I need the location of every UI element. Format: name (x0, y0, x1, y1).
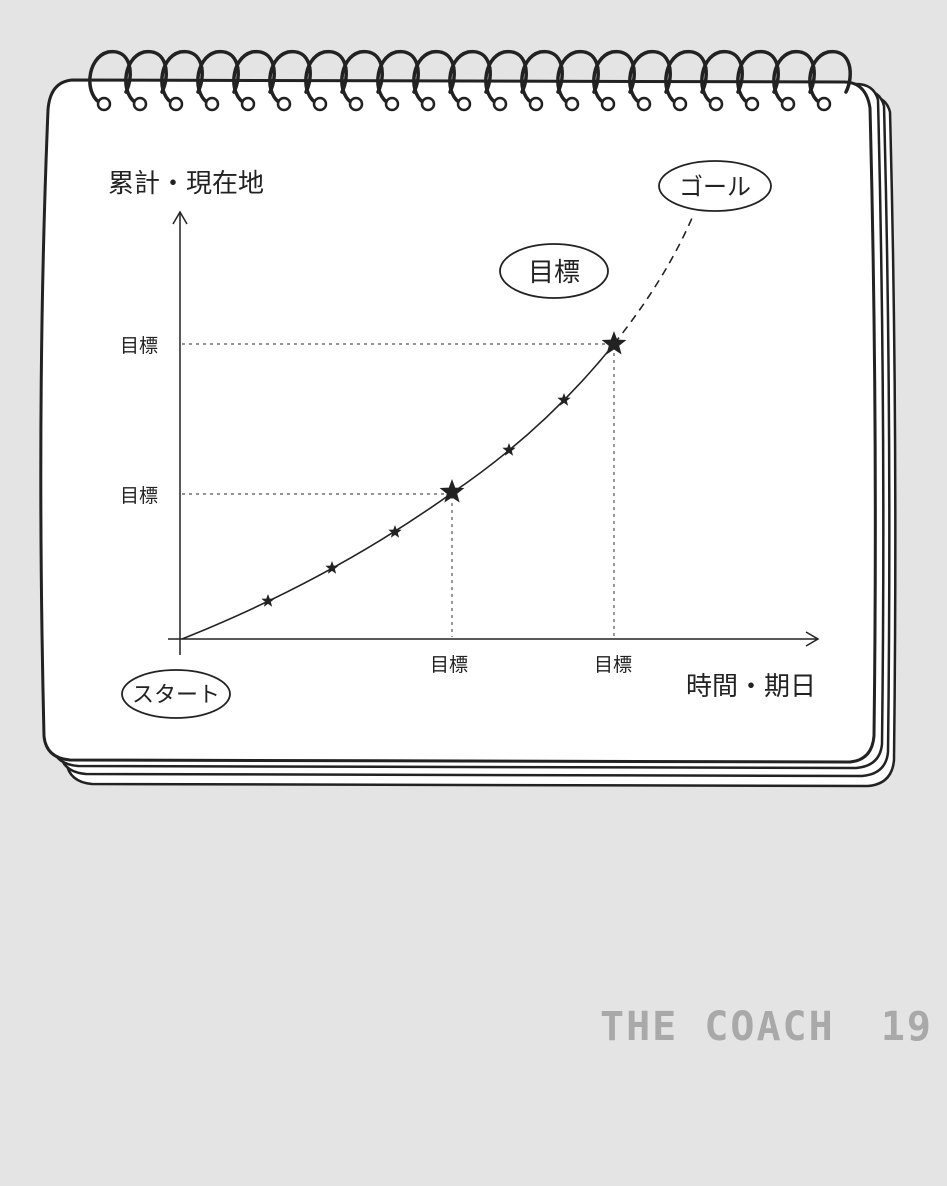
x-axis-title: 時間・期日 (686, 672, 816, 702)
y-axis-title: 累計・現在地 (108, 169, 264, 199)
guide-lines (182, 343, 615, 637)
binding-hole (96, 96, 112, 112)
x-tick-label-left: 目標 (430, 654, 468, 676)
spiral-ring (268, 50, 312, 106)
spiral-binding (88, 50, 852, 112)
small-star-icon (557, 393, 571, 406)
y-axis-arrowhead (172, 210, 188, 225)
milestone-star-icon (601, 331, 627, 355)
binding-hole (384, 96, 400, 112)
spiral-ring (340, 50, 384, 106)
binding-hole (564, 96, 580, 112)
footer-book-title: THE COACH (599, 1004, 835, 1050)
spiral-ring (232, 50, 276, 106)
spiral-ring (448, 50, 492, 106)
binding-hole (636, 96, 652, 112)
spiral-ring (700, 50, 744, 106)
notebook-page (39, 78, 877, 764)
binding-hole (528, 96, 544, 112)
binding-hole (348, 96, 364, 112)
spiral-ring (628, 50, 672, 106)
milestone-stars (261, 331, 627, 607)
spiral-ring (88, 50, 132, 106)
start-bubble: スタート (121, 669, 231, 719)
binding-hole (780, 96, 796, 112)
x-axis-arrowhead (805, 631, 820, 647)
binding-hole (672, 96, 688, 112)
spiral-ring (556, 50, 600, 106)
page-footer: THE COACH 19 (600, 1004, 933, 1050)
spiral-ring (412, 50, 456, 106)
binding-hole (168, 96, 184, 112)
small-star-icon (388, 525, 402, 538)
binding-hole (132, 96, 148, 112)
spiral-ring (160, 50, 204, 106)
binding-hole (816, 96, 832, 112)
binding-hole (276, 96, 292, 112)
spiral-ring (592, 50, 636, 106)
binding-hole (600, 96, 616, 112)
y-tick-label-upper: 目標 (120, 335, 158, 357)
spiral-ring (664, 50, 708, 106)
binding-hole (312, 96, 328, 112)
binding-hole (744, 96, 760, 112)
binding-hole (708, 96, 724, 112)
spiral-ring (808, 50, 852, 106)
target-bubble: 目標 (499, 243, 609, 299)
spiral-ring (376, 50, 420, 106)
binding-hole (456, 96, 472, 112)
chart-axes (168, 210, 820, 655)
milestone-star-icon (439, 479, 465, 503)
projected-curve-dashed (613, 217, 693, 345)
spiral-ring (196, 50, 240, 106)
small-star-icon (502, 443, 516, 456)
x-tick-label-right: 目標 (594, 654, 632, 676)
goal-label: ゴール (679, 173, 751, 201)
binding-hole (492, 96, 508, 112)
binding-hole (204, 96, 220, 112)
spiral-ring (484, 50, 528, 106)
spiral-ring (304, 50, 348, 106)
spiral-ring (772, 50, 816, 106)
start-label: スタート (132, 683, 220, 708)
footer-page-number: 19 (880, 1004, 933, 1050)
binding-hole (240, 96, 256, 112)
spiral-ring (736, 50, 780, 106)
y-tick-label-lower: 目標 (120, 485, 158, 507)
binding-hole (420, 96, 436, 112)
small-star-icon (325, 561, 339, 574)
goal-bubble: ゴール (658, 160, 772, 212)
target-label: 目標 (528, 258, 580, 288)
small-star-icon (261, 594, 275, 607)
spiral-ring (124, 50, 168, 106)
spiral-ring (520, 50, 564, 106)
